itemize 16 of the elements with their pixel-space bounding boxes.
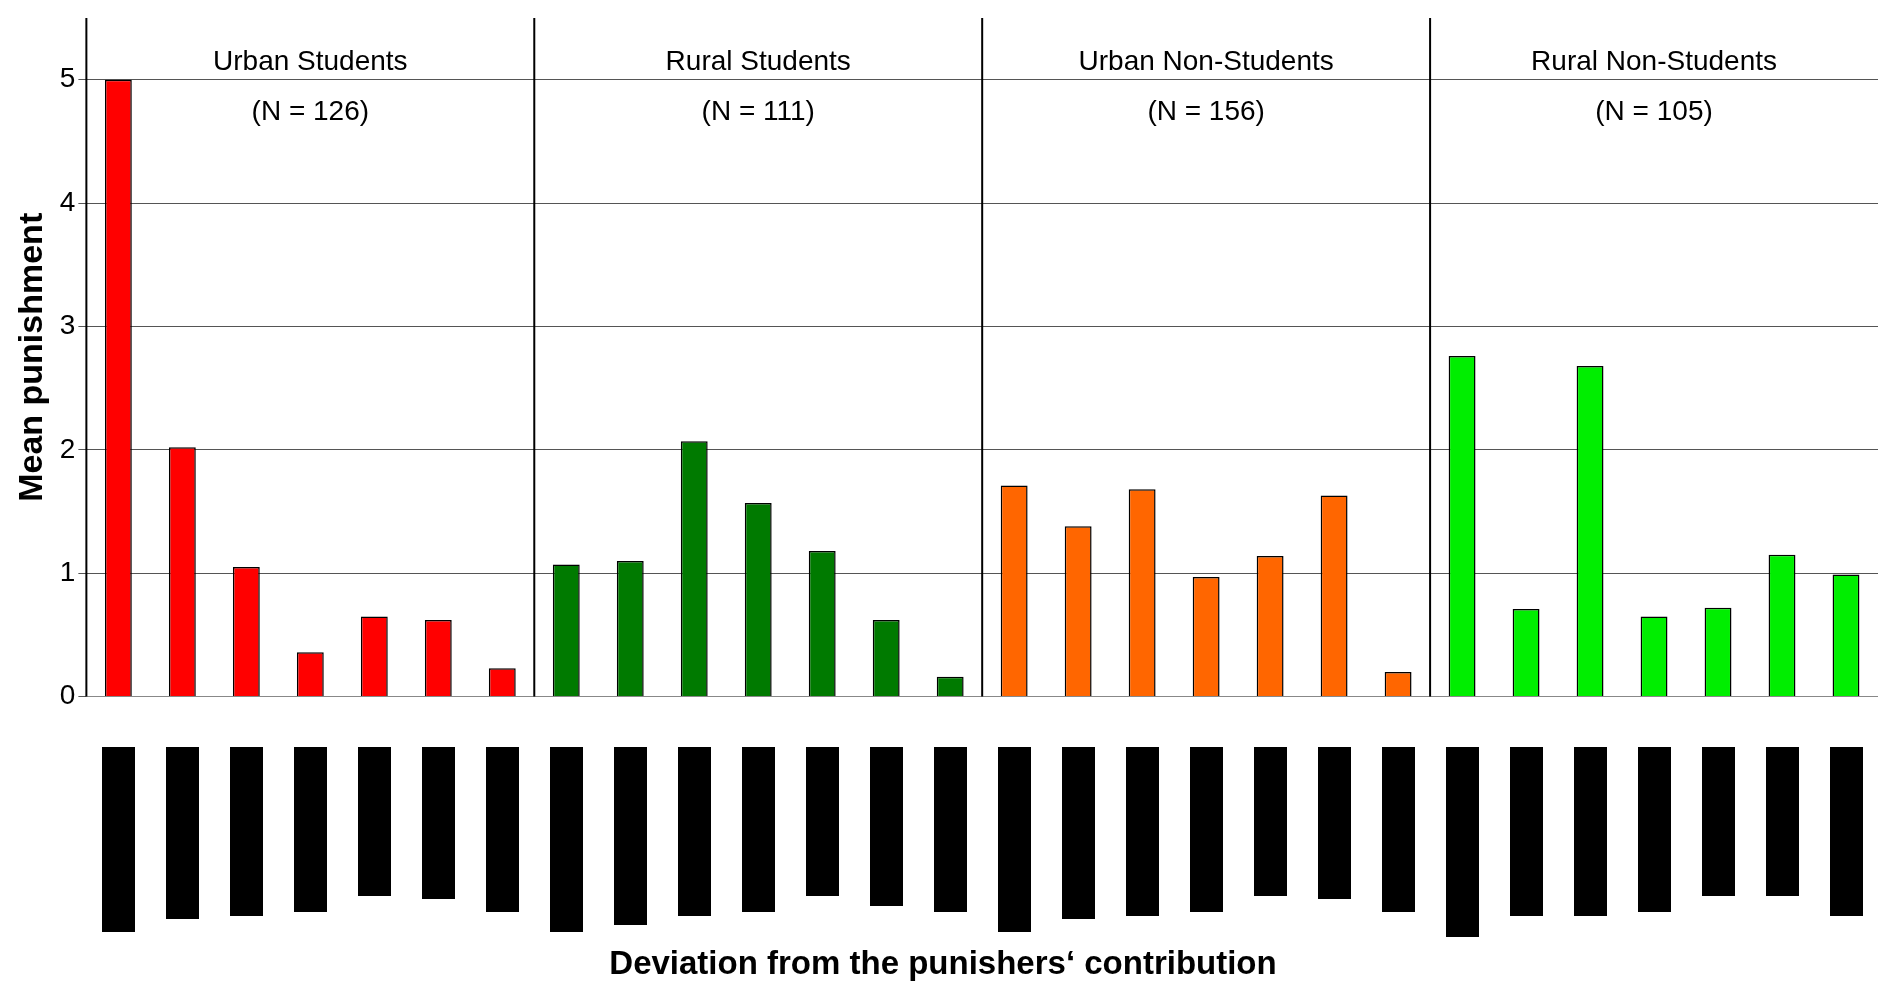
text: Deviation from the punishers‘ contribution — [608, 943, 1278, 983]
y-tick-label: 5 — [59, 62, 76, 94]
y-tick-label: 4 — [59, 185, 76, 217]
y-tick-label: 1 — [59, 555, 76, 587]
annotation: Rural Students — [665, 44, 851, 76]
annotation: Urban Non-Students — [1078, 44, 1334, 76]
y-tick-label: 2 — [59, 432, 76, 464]
annotation: (N = 156) — [1147, 94, 1265, 126]
annotation: (N = 111) — [701, 94, 815, 126]
y-tick-label: 0 — [59, 679, 76, 711]
y-tick-label: 3 — [59, 309, 76, 341]
y-axis-title: Mean punishment — [10, 212, 49, 502]
annotation: (N = 126) — [251, 94, 370, 126]
annotation: Rural Non-Students — [1531, 44, 1777, 76]
annotation: (N = 105) — [1595, 94, 1713, 126]
annotation: Urban Students — [213, 44, 408, 76]
